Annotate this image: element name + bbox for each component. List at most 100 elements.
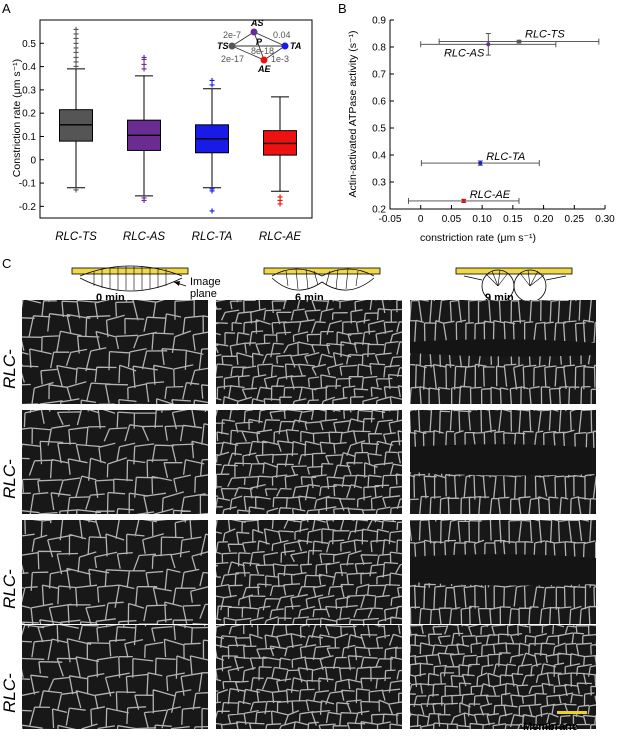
micrograph-1-2 <box>216 300 402 404</box>
panel-b-xtick-label: 0.10 <box>472 214 492 225</box>
panel-b-point-rlc-ta: RLC-TA <box>420 151 540 167</box>
panel-b-xtick-label: 0 <box>418 214 424 225</box>
inset-node-ts <box>228 42 236 50</box>
panel-a-categories: RLC-TS RLC-AS RLC-TA RLC-AE <box>55 231 301 243</box>
panel-b-xtick-label: 0.25 <box>565 214 585 225</box>
panel-a-ytick-label: 0.2 <box>22 109 36 120</box>
outlier-marker: + <box>141 64 147 75</box>
panel-b-ytick-label: 0.9 <box>372 16 386 27</box>
point-label: RLC-AE <box>470 189 511 201</box>
panel-b-xlabel: constriction rate (μm s⁻¹) <box>420 232 536 244</box>
point-marker <box>517 39 521 44</box>
inset-significance-diagram: AS TS TA AE P 2e-7 0.04 8e-18 2e-17 1e-3 <box>217 18 301 74</box>
micrograph-3-2 <box>216 520 402 624</box>
outlier-marker: + <box>277 200 283 211</box>
outlier-marker: + <box>141 196 147 207</box>
inset-node-ae <box>260 56 268 64</box>
schematic-6-min <box>263 267 381 291</box>
point-label: RLC-TA <box>486 151 525 163</box>
panel-b-ylabel: Actin-activated ATPase activity (s⁻¹) <box>347 31 359 198</box>
panel-b-ytick-label: 0.5 <box>372 124 386 135</box>
panel-a-axes-frame <box>39 19 313 219</box>
panel-b-ticks: -0.05 0 0.05 0.10 0.15 0.20 0.25 0.30 0.2 0.3 0.4 0… <box>372 16 615 226</box>
inset-label-as: AS <box>250 18 264 28</box>
panel-b-xtick-label: 0.20 <box>534 214 554 225</box>
outlier-marker: + <box>209 76 215 87</box>
panel-a-box-rlc-ta: +++++ <box>195 76 229 218</box>
inset-label-ts: TS <box>217 41 229 51</box>
panel-b-points: RLC-TS RLC-AS RLC-TA RLC-AE <box>407 29 600 204</box>
outlier-marker: + <box>73 43 79 54</box>
outlier-marker: + <box>277 196 283 207</box>
inset-value-tl: 2e-7 <box>223 30 241 40</box>
panel-a-ytick-label: -0.2 <box>19 202 37 213</box>
outlier-marker: + <box>73 53 79 64</box>
panel-a-box-rlc-ts: ++++++++++ <box>59 25 93 197</box>
panel-c: C Image plane 0 min 6 min <box>0 252 617 737</box>
panel-a-y-ticks: -0.2 -0.1 0 0.1 0.2 0.3 0.4 0.5 <box>19 39 44 213</box>
panel-a-ytick-label: 0.4 <box>22 62 36 73</box>
outlier-marker: + <box>141 60 147 71</box>
inset-value-tr: 0.04 <box>273 30 291 40</box>
inset-label-ta: TA <box>290 41 301 51</box>
panel-a-box-plot: A Constriction rate (μm s⁻¹) -0.2 -0.1 0 0.… <box>2 1 313 243</box>
inset-value-br: 1e-3 <box>271 54 289 64</box>
panel-b-ytick-label: 0.8 <box>372 43 386 54</box>
outlier-marker: + <box>141 194 147 205</box>
panel-a-boxes: ++++++++++++++++++++++++ <box>59 25 297 218</box>
micrograph-3-3 <box>410 520 596 624</box>
outlier-marker: + <box>73 25 79 36</box>
panel-a-letter: A <box>2 1 11 16</box>
panel-a-box-rlc-ae: +++ <box>263 96 297 211</box>
panel-b-scatter-plot: B Actin-activated ATPase activity (s⁻¹) … <box>338 1 615 244</box>
point-marker <box>461 198 466 203</box>
micrograph-grid <box>22 300 596 729</box>
outlier-marker: + <box>141 53 147 64</box>
panel-b-ytick-label: 0.2 <box>372 205 386 216</box>
outlier-marker: + <box>141 55 147 66</box>
inset-node-ta <box>281 42 289 50</box>
outlier-marker: + <box>209 81 215 92</box>
panel-a-category-label: RLC-AS <box>123 231 166 243</box>
micrograph-3-1 <box>22 520 208 624</box>
inset-value-mid: 8e-18 <box>251 46 274 56</box>
panel-a-category-label: RLC-TS <box>55 231 97 243</box>
micrograph-1-1 <box>22 300 208 404</box>
panel-b-xtick-label: 0.15 <box>503 214 523 225</box>
point-marker <box>486 42 491 47</box>
panel-a-category-label: RLC-AE <box>259 231 302 243</box>
panel-a-ytick-label: 0.1 <box>22 132 36 143</box>
point-label: RLC-TS <box>525 29 565 41</box>
panel-a-ytick-label: 0 <box>30 155 36 166</box>
point-marker <box>478 161 483 166</box>
point-label: RLC-AS <box>444 47 485 59</box>
schematic-0-min <box>71 265 189 292</box>
outlier-marker: + <box>73 186 79 197</box>
inset-label-ae: AE <box>257 64 271 74</box>
micrograph-4-2 <box>216 625 402 729</box>
micrograph-2-3 <box>410 410 596 514</box>
panel-b-xtick-label: -0.05 <box>379 214 402 225</box>
micrograph-2-2 <box>216 410 402 514</box>
panel-a-category-label: RLC-TA <box>192 231 233 243</box>
outlier-marker: + <box>277 193 283 204</box>
outlier-marker: + <box>73 57 79 68</box>
inset-node-as <box>250 28 258 36</box>
panel-a-ytick-label: -0.1 <box>19 179 37 190</box>
panel-a-box-rlc-as: ++++++ <box>127 53 161 207</box>
outlier-marker: + <box>209 207 215 218</box>
micrograph-2-1 <box>22 410 208 514</box>
panel-a-ytick-label: 0.3 <box>22 85 36 96</box>
micrograph-4-1 <box>22 625 208 729</box>
panel-b-xtick-label: 0.05 <box>442 214 462 225</box>
panel-b-ytick-label: 0.3 <box>372 178 386 189</box>
inset-label-p: P <box>256 37 263 47</box>
panel-a-ylabel: Constriction rate (μm s⁻¹) <box>11 59 23 177</box>
panel-c-letter: C <box>2 256 12 271</box>
outlier-marker: + <box>73 48 79 59</box>
micrograph-1-3 <box>410 300 596 404</box>
panel-b-axes <box>389 20 605 210</box>
inset-value-bl: 2e-17 <box>221 54 244 64</box>
scale-bar <box>557 711 587 714</box>
outlier-marker: + <box>73 29 79 40</box>
